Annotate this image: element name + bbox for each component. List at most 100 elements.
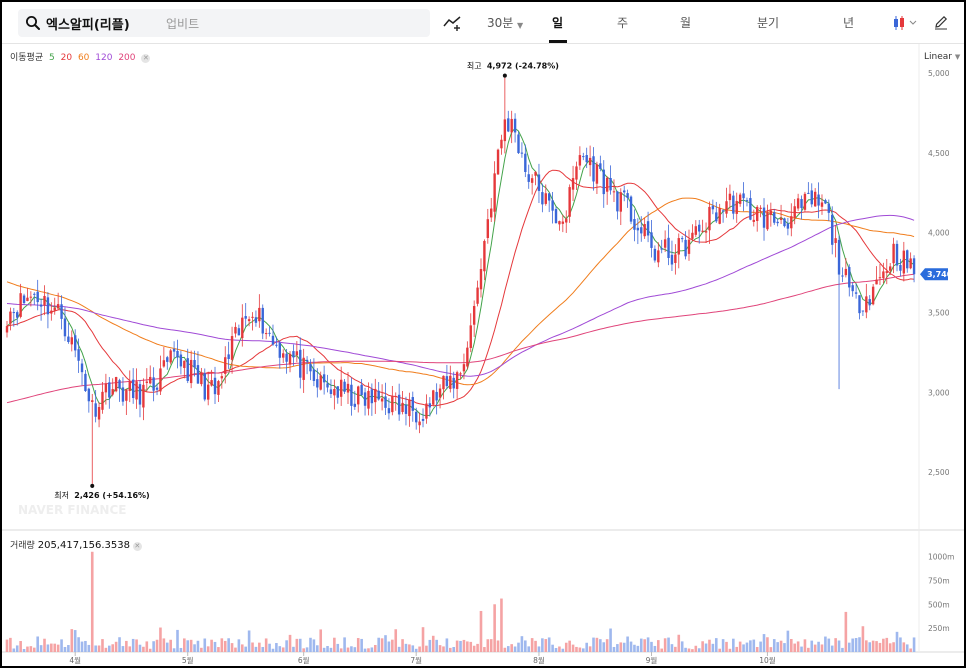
candle-body: [336, 386, 339, 398]
volume-bar: [834, 638, 837, 652]
candle-body: [721, 210, 725, 212]
candle-body: [397, 394, 401, 415]
tab-week[interactable]: 주: [617, 16, 629, 30]
volume-tick-label: 250m: [928, 624, 950, 633]
ma-200-label[interactable]: 200: [118, 53, 136, 63]
candle-body: [282, 353, 285, 358]
pencil-icon[interactable]: [933, 14, 949, 30]
candle-body: [687, 239, 691, 254]
candle-body: [77, 349, 80, 361]
candle-body: [111, 389, 114, 395]
candle-body: [718, 207, 721, 224]
candle-body: [278, 342, 281, 358]
volume-title: 거래량: [10, 541, 35, 551]
candle-body: [575, 166, 578, 180]
volume-bar: [19, 641, 22, 652]
tab-month[interactable]: 월: [680, 16, 692, 30]
candle-body: [704, 231, 708, 233]
volume-bar: [312, 639, 316, 652]
indicator-add-icon[interactable]: [442, 13, 464, 33]
tab-quarter[interactable]: 분기: [757, 16, 780, 30]
candle-body: [616, 191, 619, 212]
volume-bar: [411, 645, 415, 652]
tab-day[interactable]: 일: [552, 16, 564, 30]
volume-bar: [513, 646, 517, 652]
candle-chart-type-icon[interactable]: [892, 15, 918, 31]
volume-bar: [653, 645, 657, 652]
candle-body: [322, 374, 326, 383]
volume-bar: [650, 641, 653, 652]
candle-body: [142, 384, 145, 408]
volume-bar: [790, 638, 793, 652]
volume-bar: [316, 645, 319, 652]
volume-bar: [118, 637, 121, 652]
volume-bar: [568, 640, 571, 652]
volume-bar: [667, 637, 670, 652]
symbol-search[interactable]: 엑스알피(리플) 업비트: [18, 9, 430, 37]
close-icon[interactable]: ✕: [141, 54, 151, 63]
close-icon[interactable]: ✕: [132, 542, 142, 551]
ma-120-line: [6, 214, 915, 377]
candle-body: [871, 286, 875, 305]
volume-bar: [196, 640, 200, 652]
volume-bar: [418, 646, 421, 652]
volume-bar: [680, 641, 684, 652]
volume-bar: [875, 641, 878, 652]
candle-body: [868, 299, 871, 306]
candle-body: [261, 307, 264, 334]
volume-bar: [240, 644, 244, 652]
volume-bar: [414, 648, 418, 652]
ma-120-label[interactable]: 120: [95, 53, 113, 63]
volume-bar: [462, 639, 466, 652]
chevron-down-icon[interactable]: ▼: [517, 21, 524, 30]
volume-bar: [571, 644, 575, 652]
candle-body: [728, 193, 732, 201]
volume-bar: [537, 646, 541, 652]
candle-body: [834, 238, 837, 243]
volume-bar: [609, 628, 612, 652]
ma-20-label[interactable]: 20: [60, 53, 73, 63]
volume-bar: [691, 649, 694, 652]
candle-body: [640, 227, 643, 234]
candle-body: [104, 383, 108, 393]
volume-bar: [895, 631, 899, 652]
candle-body: [155, 387, 159, 390]
candle-body: [609, 178, 612, 191]
volume-bar: [350, 646, 353, 652]
candle-body: [452, 377, 455, 389]
volume-bar: [189, 639, 193, 652]
candle-body: [599, 163, 602, 169]
volume-bar: [322, 647, 326, 652]
candle-body: [605, 177, 609, 192]
candle-body: [244, 316, 247, 319]
volume-bar: [599, 639, 602, 652]
volume-bar: [830, 645, 834, 652]
scale-type-select[interactable]: Linear ▼: [924, 52, 960, 62]
volume-bar: [752, 639, 756, 652]
candle-body: [820, 202, 824, 207]
ma-5-label[interactable]: 5: [49, 53, 55, 63]
volume-bar: [431, 635, 435, 652]
volume-bar: [428, 639, 432, 652]
volume-bar: [905, 644, 909, 652]
tab-30min[interactable]: 30분: [487, 16, 514, 30]
tab-year[interactable]: 년: [843, 16, 855, 30]
volume-bar: [622, 642, 626, 652]
candle-body: [708, 206, 711, 231]
candle-body: [888, 266, 892, 271]
volume-bar: [108, 645, 111, 652]
volume-bar: [745, 642, 749, 652]
volume-bar: [162, 638, 166, 652]
volume-bar: [510, 644, 513, 652]
volume-bar: [329, 647, 333, 652]
ma-60-label[interactable]: 60: [77, 53, 90, 63]
candle-body: [633, 219, 636, 230]
volume-bar: [813, 644, 817, 652]
volume-bar: [220, 638, 224, 652]
candle-body: [428, 403, 432, 408]
candle-body: [302, 357, 305, 380]
volume-bar: [50, 643, 53, 652]
candle-body: [350, 384, 353, 406]
candle-body: [404, 404, 408, 414]
